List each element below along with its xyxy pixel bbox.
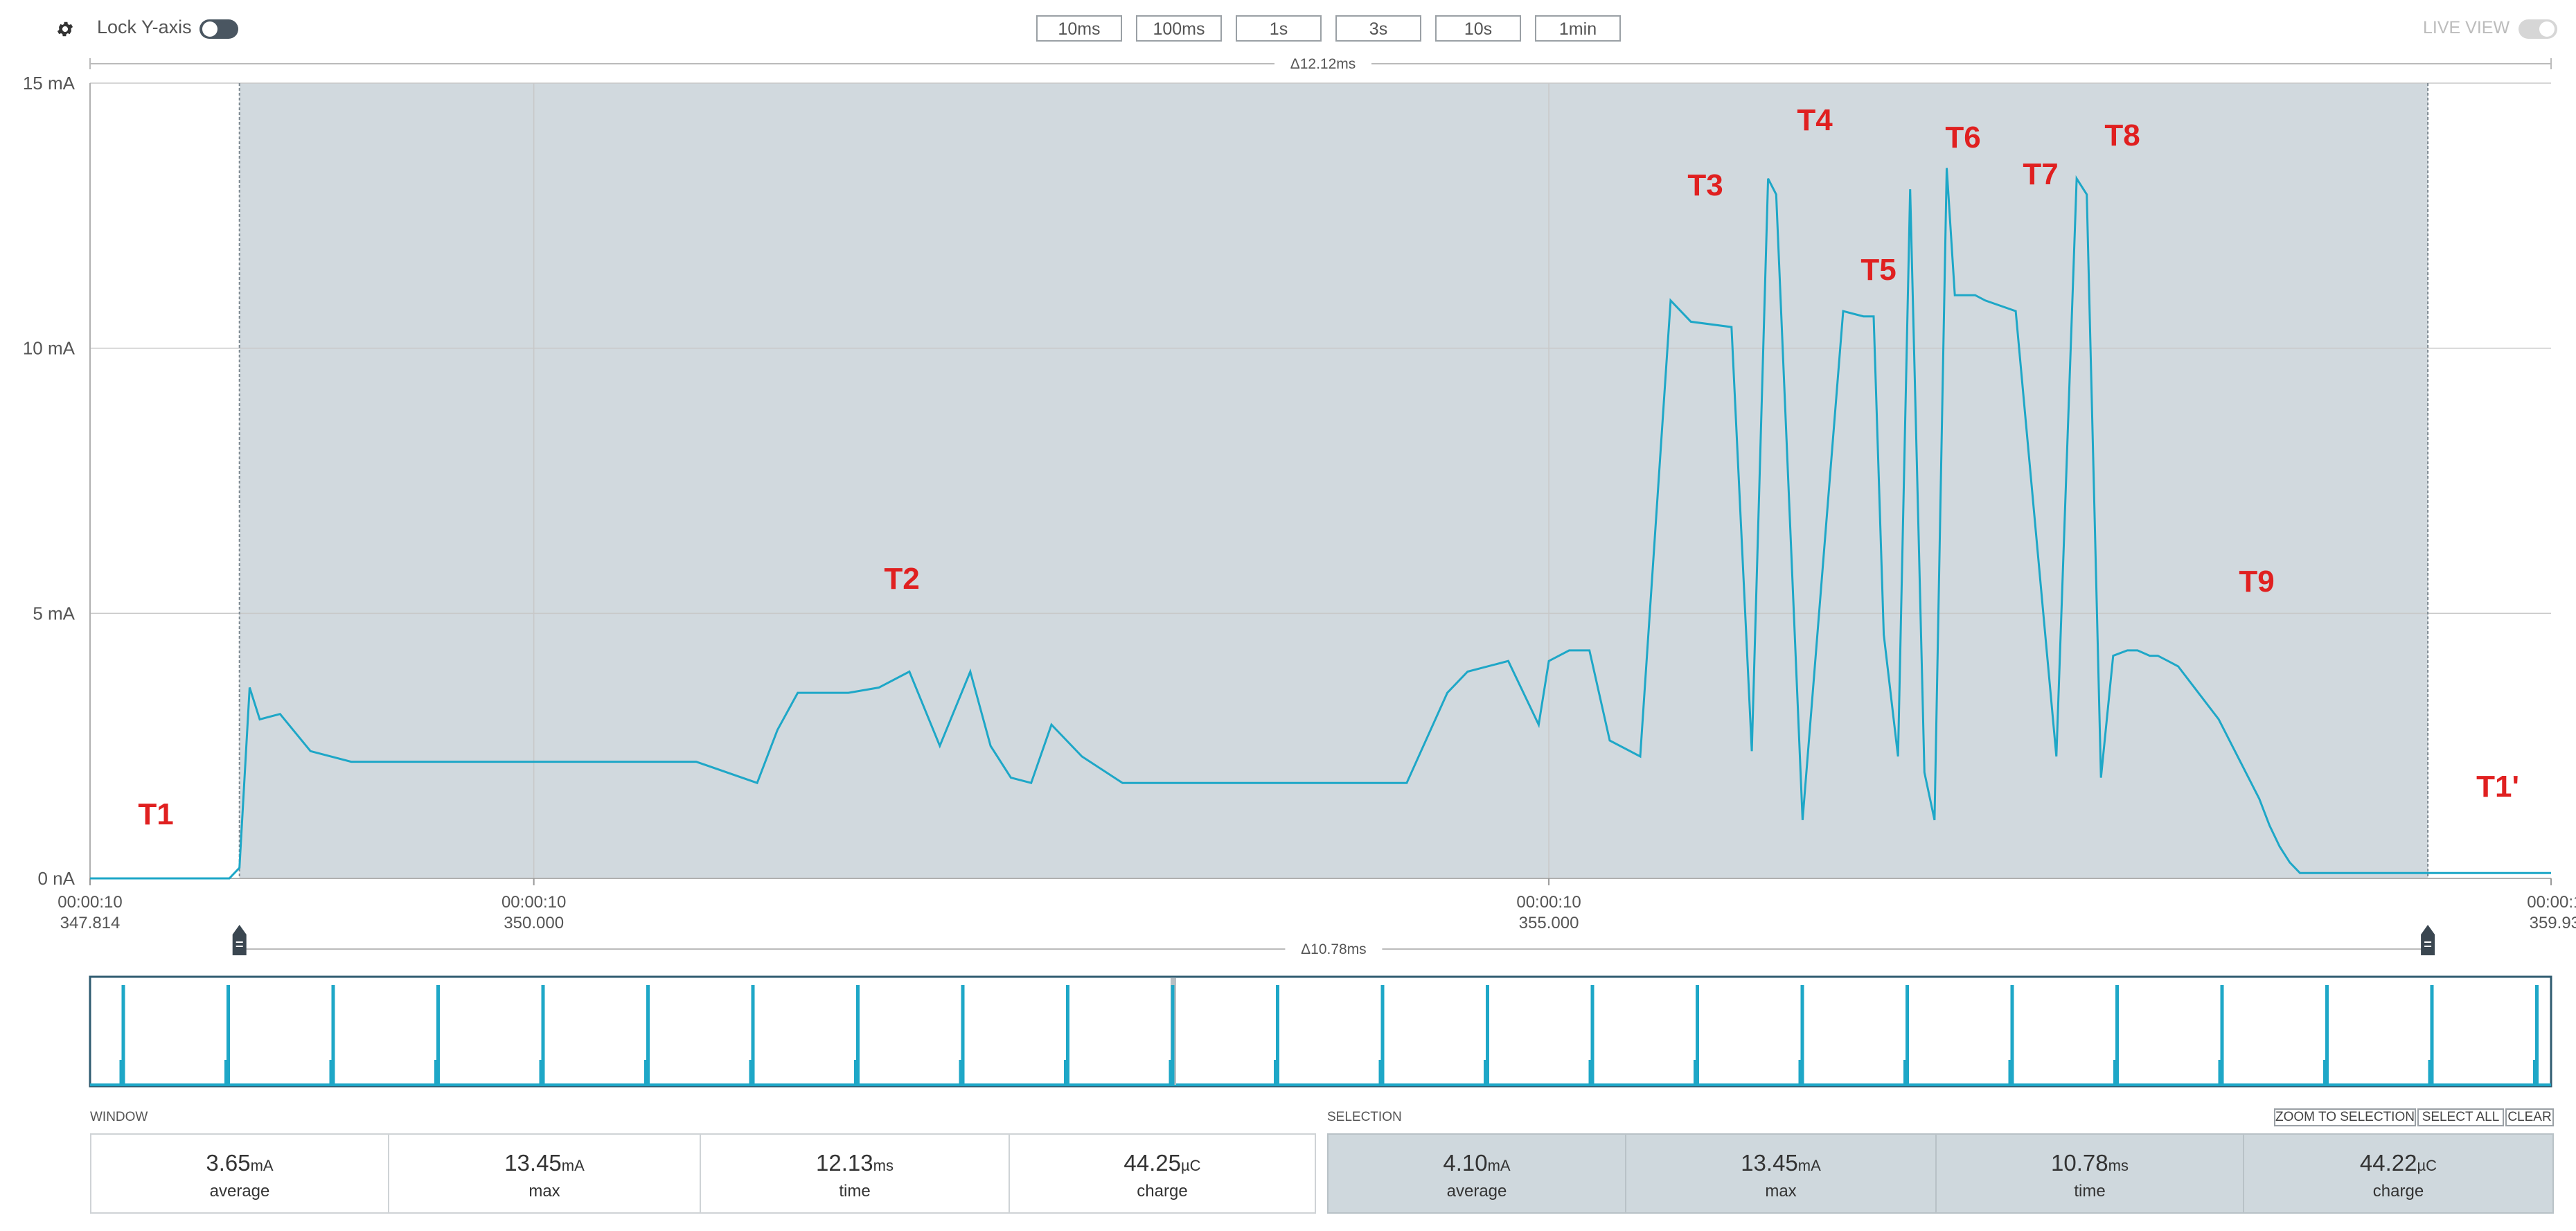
zoom-10ms-button[interactable]: 10ms xyxy=(1036,15,1122,42)
stat-value: 13.45 xyxy=(504,1150,562,1176)
current-chart[interactable]: Δ12.12ms Δ10.78ms 15 mA 10 mA 5 mA 0 nA 00:… xyxy=(0,0,2576,984)
window-section-label: WINDOW xyxy=(90,1110,148,1124)
annotation-label-t1prime: T1' xyxy=(2476,770,2519,804)
annotation-label-t3: T3 xyxy=(1687,168,1723,202)
window-average-card: 3.65mA average xyxy=(90,1133,389,1214)
y-tick-label: 15 mA xyxy=(23,73,75,94)
annotation-label-t6: T6 xyxy=(1945,121,1980,154)
current-trace-line xyxy=(90,168,2551,880)
stat-name: time xyxy=(839,1182,871,1201)
stat-unit: mA xyxy=(561,1157,585,1174)
x-tick-value: 359.937 xyxy=(2530,914,2576,932)
selection-charge-card: 44.22µC charge xyxy=(2243,1133,2554,1214)
annotation-label-t5: T5 xyxy=(1860,253,1896,287)
stat-name: average xyxy=(209,1182,270,1201)
lock-y-axis-label: Lock Y-axis xyxy=(97,17,192,37)
zoom-1min-button[interactable]: 1min xyxy=(1535,15,1621,42)
stat-name: charge xyxy=(2372,1182,2424,1201)
y-tick-label: 5 mA xyxy=(33,603,75,623)
zoom-1s-button[interactable]: 1s xyxy=(1236,15,1322,42)
toggle-knob xyxy=(2539,21,2555,37)
stat-value: 4.10 xyxy=(1443,1150,1488,1176)
x-tick-value: 350.000 xyxy=(504,914,564,932)
x-tick-time: 00:00:10 xyxy=(501,893,566,912)
toggle-knob xyxy=(202,21,217,37)
x-tick-time: 00:00:10 xyxy=(57,893,122,912)
lock-y-axis-toggle[interactable] xyxy=(199,19,238,39)
window-time-card: 12.13ms time xyxy=(700,1133,1010,1214)
clear-selection-button[interactable]: CLEAR xyxy=(2505,1108,2554,1126)
selection-time-card: 10.78ms time xyxy=(1935,1133,2244,1214)
stat-unit: mA xyxy=(1797,1157,1821,1174)
x-tick-value: 355.000 xyxy=(1519,914,1579,932)
stat-value: 12.13 xyxy=(816,1150,873,1176)
zoom-100ms-button[interactable]: 100ms xyxy=(1136,15,1222,42)
annotation-label-t7: T7 xyxy=(2023,157,2058,191)
selection-average-card: 4.10mA average xyxy=(1327,1133,1626,1214)
x-tick-time: 00:00:10 xyxy=(1516,893,1581,912)
stat-name: charge xyxy=(1137,1182,1188,1201)
stat-unit: ms xyxy=(2108,1157,2129,1174)
x-tick-time: 00:00:10 xyxy=(2527,893,2576,912)
stat-unit: µC xyxy=(1181,1157,1201,1174)
selection-handle[interactable] xyxy=(232,925,247,955)
window-charge-card: 44.25µC charge xyxy=(1009,1133,1316,1214)
selection-max-card: 13.45mA max xyxy=(1625,1133,1937,1214)
select-all-button[interactable]: SELECT ALL xyxy=(2417,1108,2504,1126)
y-tick-label: 10 mA xyxy=(23,338,75,359)
stat-value: 13.45 xyxy=(1741,1150,1798,1176)
settings-gear-icon[interactable] xyxy=(55,19,75,39)
zoom-10s-button[interactable]: 10s xyxy=(1435,15,1521,42)
annotation-label-t4: T4 xyxy=(1797,103,1833,137)
stat-name: time xyxy=(2074,1182,2106,1201)
stat-value: 44.25 xyxy=(1123,1150,1181,1176)
stat-value: 3.65 xyxy=(206,1150,251,1176)
stat-unit: mA xyxy=(1487,1157,1511,1174)
stat-name: max xyxy=(528,1182,560,1201)
stat-value: 10.78 xyxy=(2051,1150,2108,1176)
zoom-to-selection-button[interactable]: ZOOM TO SELECTION xyxy=(2274,1108,2416,1126)
live-view-toggle[interactable] xyxy=(2519,19,2557,39)
stat-unit: µC xyxy=(2417,1157,2437,1174)
stat-value: 44.22 xyxy=(2359,1150,2417,1176)
annotation-label-t2: T2 xyxy=(884,562,919,596)
zoom-3s-button[interactable]: 3s xyxy=(1335,15,1421,42)
annotation-label-t9: T9 xyxy=(2239,565,2274,599)
selection-section-label: SELECTION xyxy=(1327,1110,1402,1124)
live-view-label: LIVE VIEW xyxy=(2423,18,2510,37)
stat-name: max xyxy=(1765,1182,1797,1201)
window-max-card: 13.45mA max xyxy=(388,1133,701,1214)
stat-unit: mA xyxy=(250,1157,274,1174)
stat-unit: ms xyxy=(873,1157,894,1174)
stat-name: average xyxy=(1446,1182,1507,1201)
selection-delta-label: Δ10.78ms xyxy=(1301,941,1367,957)
annotation-label-t8: T8 xyxy=(2104,118,2140,152)
minimap-frame xyxy=(89,975,2552,1088)
selection-handle[interactable] xyxy=(2421,925,2435,955)
selection-region[interactable] xyxy=(239,83,2428,878)
annotation-label-t1: T1 xyxy=(138,797,173,831)
x-tick-value: 347.814 xyxy=(60,914,121,932)
window-delta-label: Δ12.12ms xyxy=(1290,56,1356,72)
y-tick-label: 0 nA xyxy=(38,868,75,889)
